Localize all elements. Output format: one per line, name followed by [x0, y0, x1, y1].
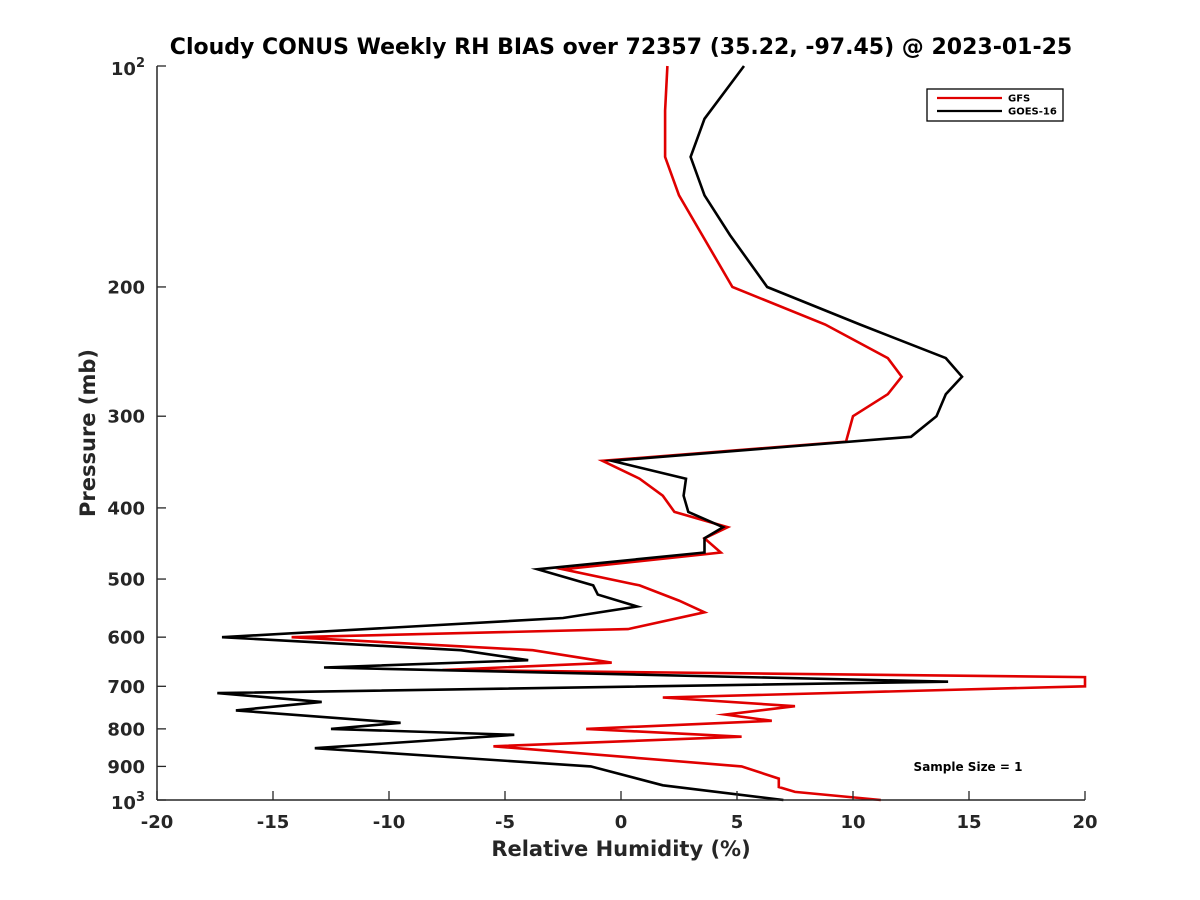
series-line-goes-16	[217, 65, 964, 802]
y-tick-label: 102	[111, 56, 145, 80]
axes-layer: -20 -15 -10 -5 0 5 10 15 20 102 200 300 400 500 600 700…	[107, 56, 1097, 833]
series-line-gfs	[291, 65, 1087, 802]
series-layer	[217, 65, 1087, 802]
y-tick-label: 600	[107, 628, 145, 649]
y-tick-label: 200	[107, 277, 145, 298]
legend: GFS GOES-16	[926, 88, 1064, 122]
x-tick-label: 15	[956, 812, 981, 833]
sample-size-annotation: Sample Size = 1	[914, 760, 1023, 774]
x-tick-label: -5	[495, 812, 515, 833]
y-axis-label: Pressure (mb)	[76, 349, 100, 517]
legend-label-goes-16: GOES-16	[1008, 107, 1057, 118]
x-tick-label: 20	[1072, 812, 1097, 833]
x-tick-label: -10	[373, 812, 406, 833]
x-tick-label: 5	[731, 812, 744, 833]
x-axis-label: Relative Humidity (%)	[491, 837, 750, 861]
y-tick-label: 700	[107, 677, 145, 698]
y-tick-label: 103	[111, 790, 145, 814]
x-tick-label: 10	[840, 812, 865, 833]
y-tick-label: 500	[107, 570, 145, 591]
y-tick-label: 900	[107, 757, 145, 778]
x-tick-label: -15	[257, 812, 290, 833]
chart-title: Cloudy CONUS Weekly RH BIAS over 72357 (…	[170, 35, 1072, 60]
plot-area: -20 -15 -10 -5 0 5 10 15 20 102 200 300 400 500 600 700…	[107, 56, 1097, 833]
x-tick-label: 0	[615, 812, 628, 833]
y-tick-label: 800	[107, 719, 145, 740]
legend-label-gfs: GFS	[1008, 94, 1030, 105]
legend-box	[926, 88, 1064, 122]
y-tick-label: 400	[107, 498, 145, 519]
y-tick-label: 300	[107, 407, 145, 428]
x-tick-label: -20	[141, 812, 174, 833]
